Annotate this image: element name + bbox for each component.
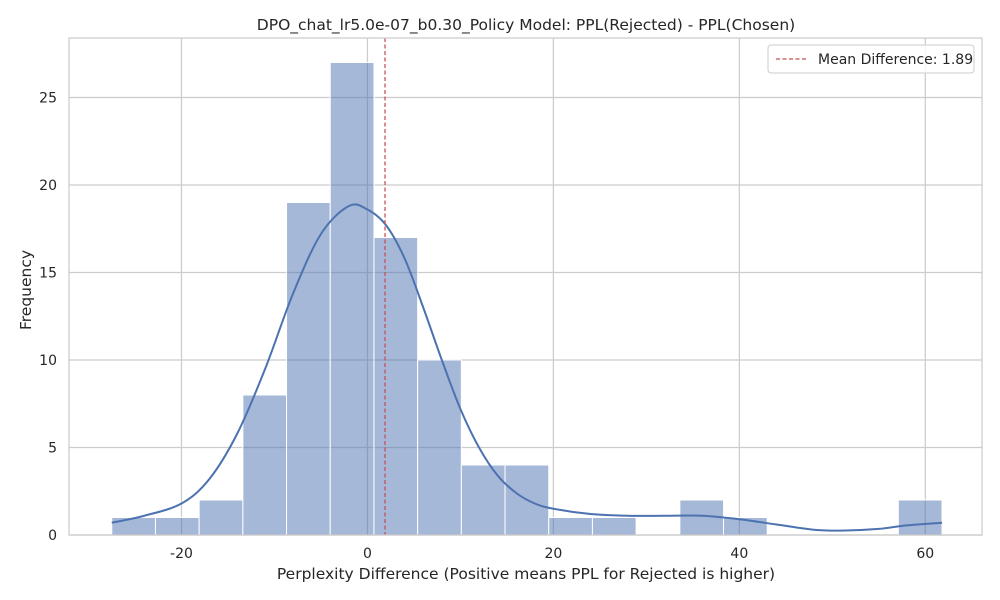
y-tick-labels: 0 5 10 15 20 25 <box>39 91 57 545</box>
chart-title: DPO_chat_lr5.0e-07_b0.30_Policy Model: P… <box>257 16 795 35</box>
histogram-bar <box>373 237 419 536</box>
histogram-bar <box>242 394 288 536</box>
x-tick-label: 0 <box>363 546 372 562</box>
y-tick-label: 0 <box>48 528 57 544</box>
x-tick-label: -20 <box>170 546 193 562</box>
histogram-bar <box>897 499 943 536</box>
x-axis-label: Perplexity Difference (Positive means PP… <box>277 565 775 583</box>
histogram-bar <box>417 359 462 536</box>
histogram-bar <box>111 517 156 536</box>
histogram-bar <box>154 517 200 536</box>
x-tick-labels: -20 0 20 40 60 <box>170 546 934 562</box>
histogram-bar <box>329 62 375 536</box>
x-tick-label: 40 <box>730 546 748 562</box>
y-tick-label: 10 <box>39 353 57 369</box>
kde-curve <box>111 203 943 532</box>
legend-box <box>767 44 975 74</box>
histogram-bar <box>198 499 244 536</box>
plot-frame <box>68 37 983 536</box>
kde-curve-group <box>111 203 943 532</box>
x-tick-label: 60 <box>916 546 934 562</box>
y-tick-label: 25 <box>39 91 57 107</box>
histogram-bar <box>591 517 637 536</box>
y-tick-label: 15 <box>39 266 57 282</box>
x-tick-label: 20 <box>544 546 562 562</box>
y-tick-label: 20 <box>39 178 57 194</box>
grid-lines <box>69 38 982 536</box>
legend-label-mean-difference: Mean Difference: 1.89 <box>818 52 973 68</box>
legend: Mean Difference: 1.89 <box>767 44 975 74</box>
y-tick-label: 5 <box>48 441 57 457</box>
histogram-bars <box>111 62 943 536</box>
y-axis-label: Frequency <box>17 250 35 330</box>
histogram-bar <box>548 517 593 536</box>
histogram-bar <box>286 202 331 536</box>
